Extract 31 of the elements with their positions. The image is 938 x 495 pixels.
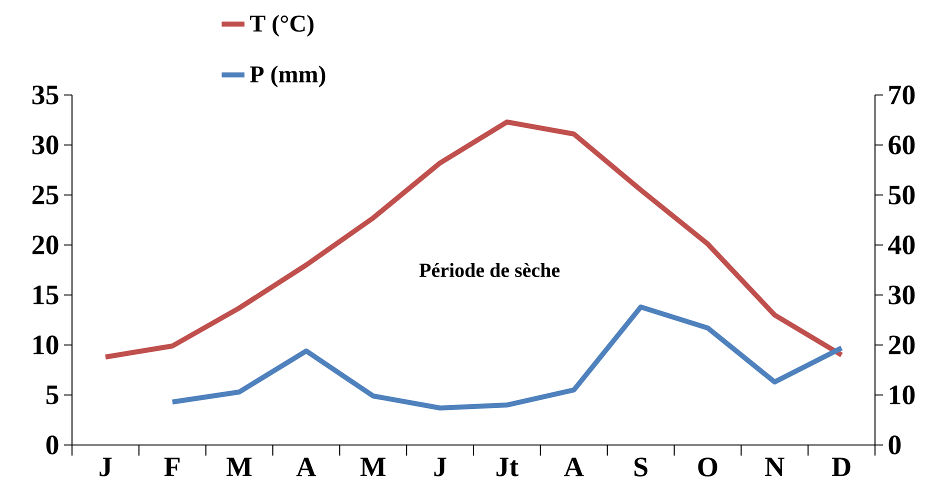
- x-tick-label: F: [164, 458, 180, 476]
- legend-label: T (°C): [250, 14, 314, 37]
- x-tick-label: D: [832, 458, 850, 476]
- y2-tick-label: 70: [889, 86, 915, 104]
- y2-tick-label: 10: [890, 386, 915, 404]
- x-tick-label: M: [360, 458, 386, 476]
- y-tick-label: 10: [34, 336, 58, 354]
- y-tick-label: 30: [32, 136, 58, 154]
- legend-label: P (mm): [250, 66, 326, 88]
- y2-tick-label: 40: [888, 236, 915, 254]
- y2-tick-label: 20: [888, 336, 915, 354]
- y-tick-label: 20: [32, 236, 58, 254]
- x-tick-label: M: [226, 458, 252, 476]
- y-tick-label: 25: [32, 186, 58, 204]
- y-tick-label: 0: [46, 436, 58, 454]
- y2-tick-label: 0: [888, 436, 901, 454]
- x-tick-label: Jt: [496, 458, 518, 476]
- annotation: Période de sèche: [419, 262, 560, 278]
- x-tick-label: A: [564, 458, 584, 476]
- x-tick-label: A: [296, 458, 316, 476]
- x-tick-label: N: [765, 458, 784, 476]
- y-tick-label: 5: [46, 386, 58, 404]
- x-tick-label: J: [100, 458, 112, 476]
- x-tick-label: J: [434, 458, 446, 476]
- x-tick-label: O: [698, 458, 718, 477]
- y-tick-label: 35: [32, 86, 58, 104]
- y2-tick-label: 50: [888, 186, 915, 204]
- y-tick-label: 15: [34, 286, 58, 304]
- y2-tick-label: 60: [888, 136, 915, 154]
- y2-tick-label: 30: [888, 286, 915, 304]
- x-tick-label: S: [634, 458, 648, 477]
